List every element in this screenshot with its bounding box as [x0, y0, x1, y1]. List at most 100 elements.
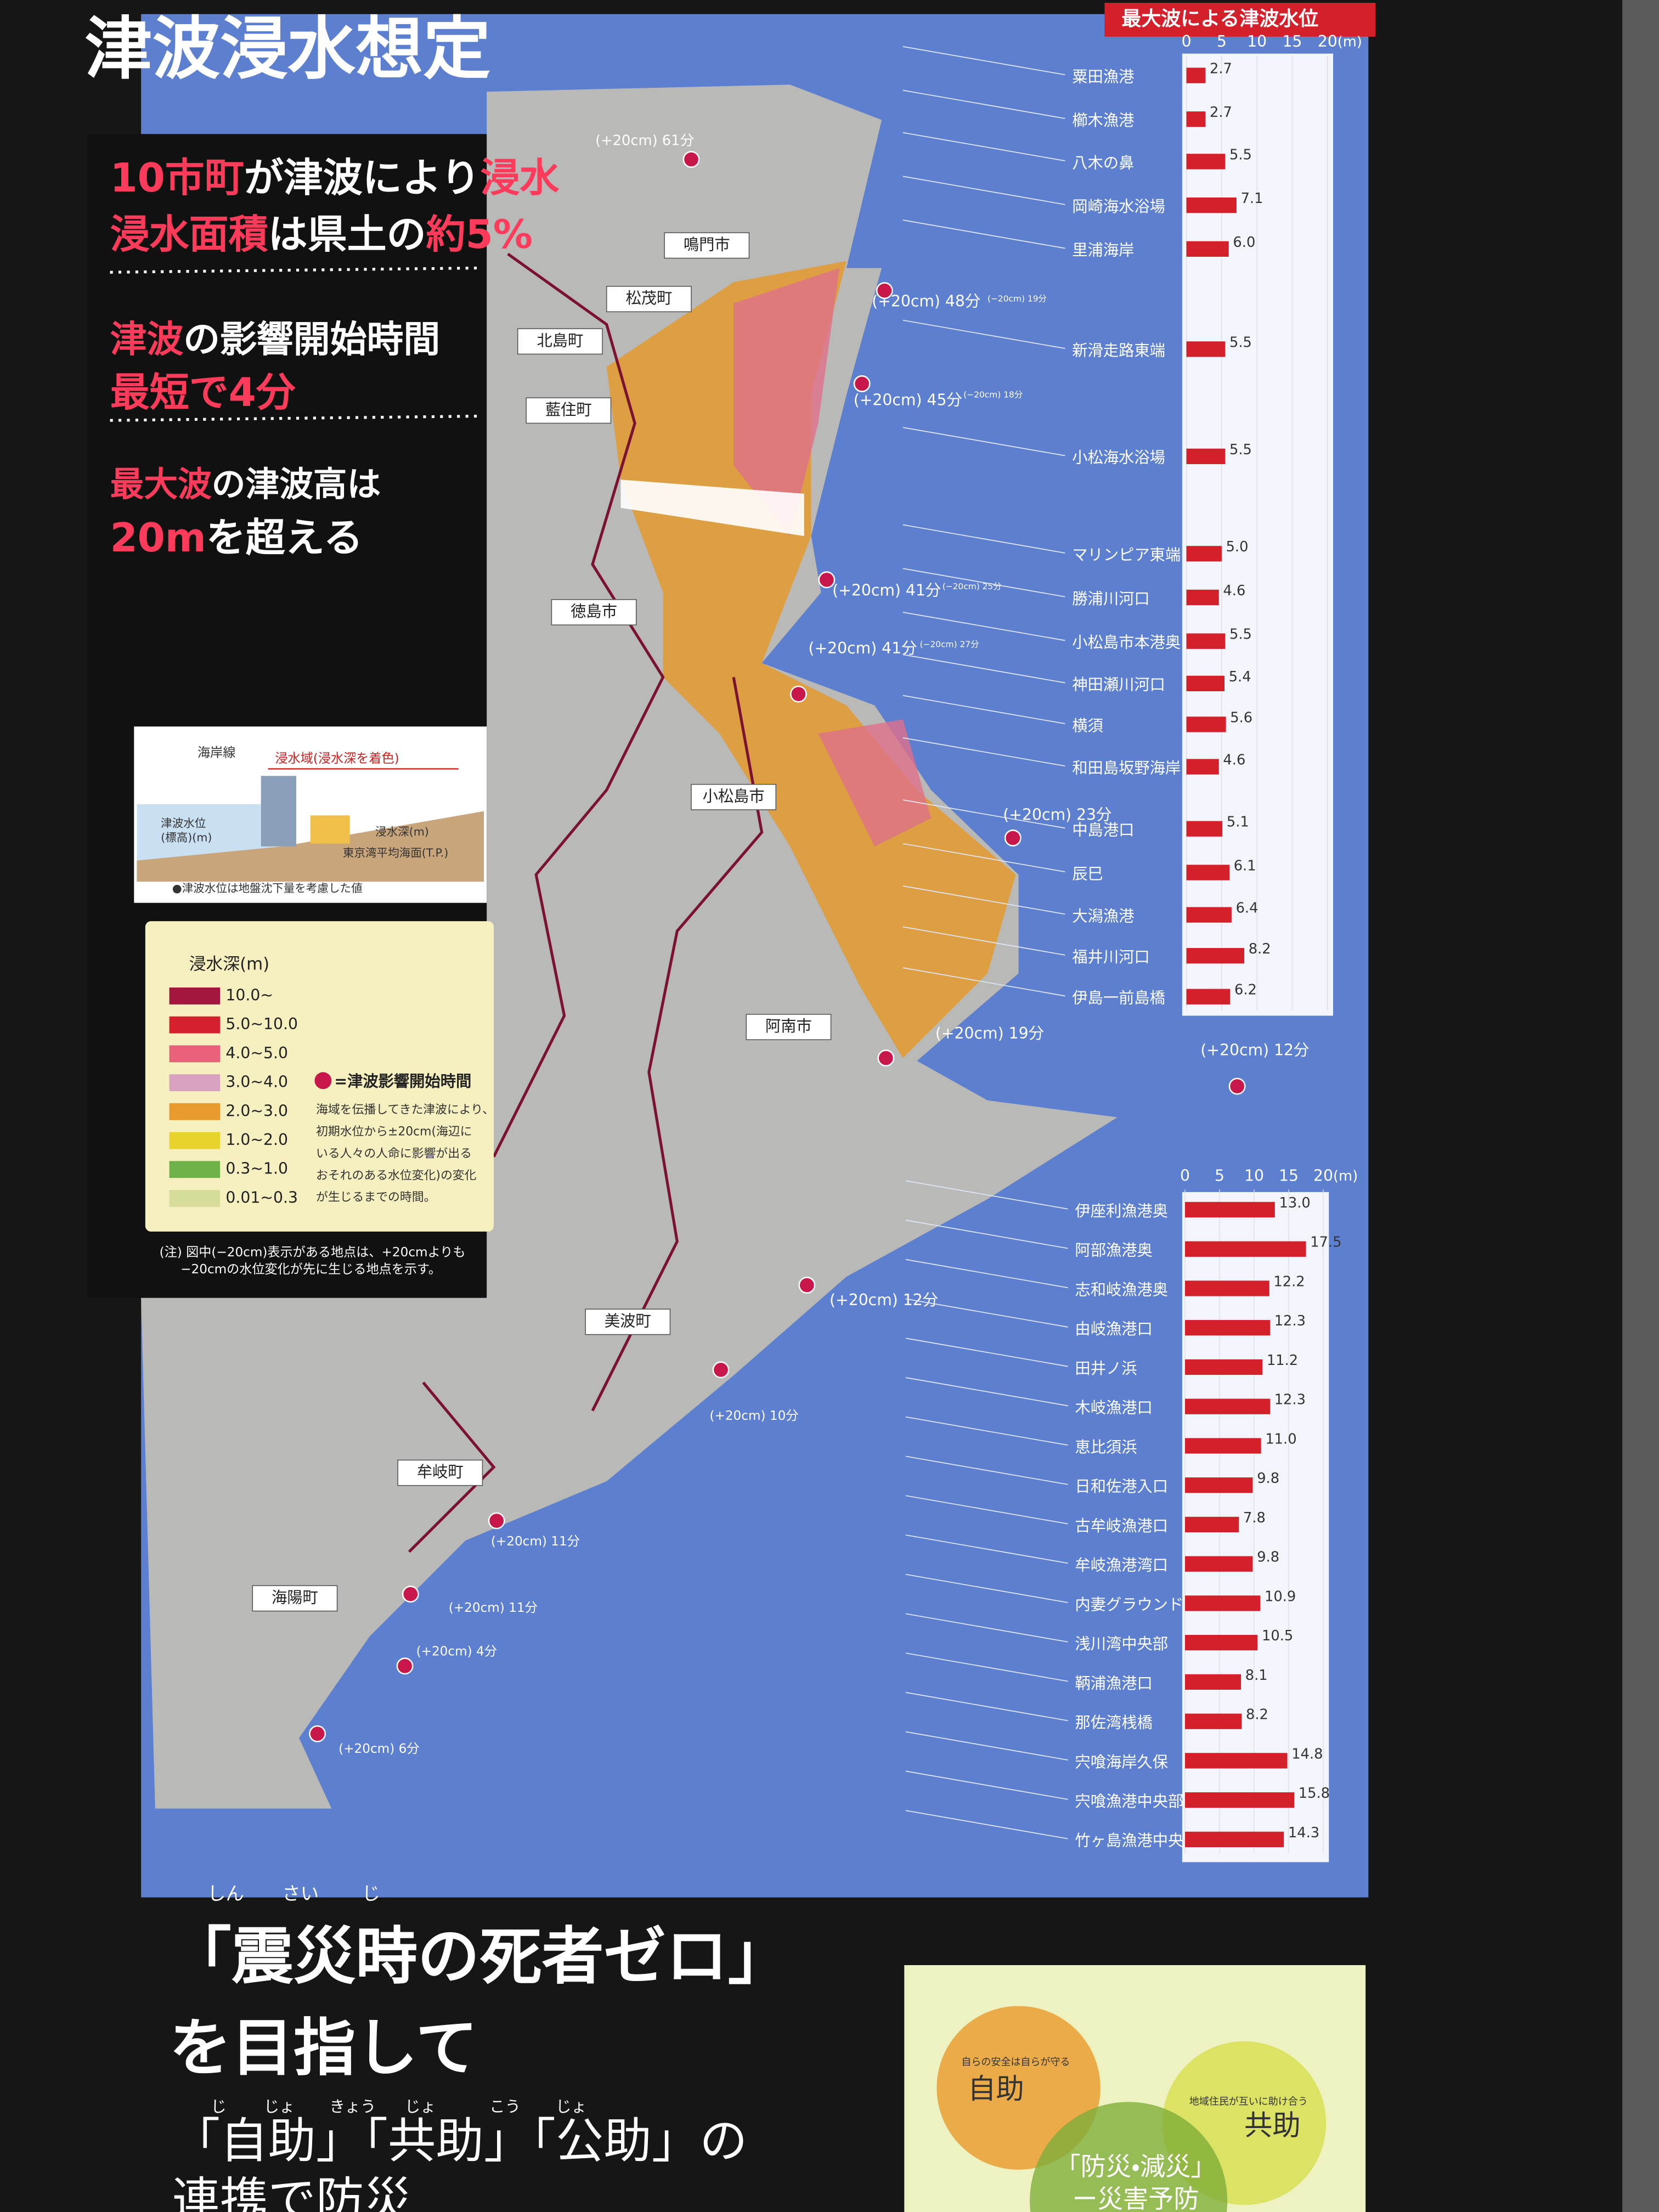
bar [1185, 1320, 1270, 1336]
leader-line [905, 1573, 1068, 1604]
category-label: 志和岐漁港奥 [1075, 1280, 1168, 1299]
leader-line [902, 219, 1065, 249]
value-label: 4.6 [1223, 752, 1245, 769]
legend-label: 3.0~4.0 [225, 1073, 288, 1091]
arrival-point [309, 1725, 326, 1742]
bar [1186, 111, 1206, 127]
category-label: 和田島坂野海岸 [1072, 759, 1181, 777]
highlight-text: 津波 [110, 318, 184, 360]
category-label: 宍喰海岸久保 [1075, 1753, 1168, 1771]
leader-line [905, 1731, 1068, 1761]
ruby: じ [362, 1883, 380, 1904]
value-label: 13.0 [1279, 1195, 1311, 1211]
highlight-line: 最短で4分 [110, 369, 296, 415]
value-label: 8.2 [1246, 1707, 1268, 1723]
leader-line [905, 1220, 1068, 1249]
arrival-time: (+20cm) 6分 [338, 1742, 419, 1756]
value-label: 8.1 [1245, 1667, 1268, 1684]
x-tick-label: 20 [1313, 1167, 1333, 1185]
slogan-sub: 「自助」「共助」「公助」の [172, 2113, 748, 2169]
note: −20cmの水位変化が先に生じる地点を示す。 [180, 1262, 441, 1277]
category-label: 大潟漁港 [1072, 907, 1134, 925]
arrival-time: (+20cm) 11分 [449, 1601, 538, 1615]
value-label: 5.1 [1227, 814, 1249, 831]
bar [1186, 948, 1244, 964]
bar [1185, 1595, 1261, 1611]
inundation-zone [818, 719, 932, 847]
ruby: しん [207, 1883, 244, 1904]
value-label: 6.1 [1234, 857, 1256, 874]
ruby: じょ [264, 2098, 295, 2116]
ruby: じょ [556, 2098, 587, 2116]
arrival-point [1228, 1077, 1246, 1095]
bar [1185, 1477, 1253, 1493]
chart-panel [1182, 53, 1333, 1016]
value-label: 12.3 [1274, 1313, 1306, 1329]
x-axis-label: (m) [1338, 34, 1362, 50]
bar [1185, 1438, 1261, 1454]
legend-description: おそれのある水位変化)の変化 [316, 1169, 477, 1182]
value-label: 14.3 [1288, 1825, 1319, 1841]
bar [1186, 759, 1219, 775]
leader-line [905, 1652, 1068, 1682]
category-label: 鞆浦漁港口 [1075, 1674, 1152, 1692]
x-tick-label: 5 [1215, 1167, 1224, 1185]
venn-label: 自助 [968, 2073, 1024, 2106]
ruby: さい [282, 1883, 319, 1904]
place-box [585, 1308, 671, 1335]
land [141, 84, 1118, 1809]
value-label: 14.8 [1291, 1746, 1323, 1762]
category-label: 櫛木漁港 [1072, 111, 1134, 129]
bar [1185, 1831, 1284, 1848]
diagram-label: 東京湾平均海面(T.P.) [343, 847, 448, 860]
highlight-line: 10市町が津波により浸水 [110, 155, 560, 201]
bar [1185, 1635, 1258, 1651]
bar [1186, 989, 1231, 1005]
venn-note: 自らの安全は自らが守る [961, 2056, 1070, 2068]
arrival-point [682, 151, 700, 168]
value-label: 15.8 [1299, 1785, 1330, 1802]
place-box [551, 599, 637, 625]
arrival-time: (−20cm) 25分 [943, 582, 1002, 591]
category-label: 内妻グラウンド [1075, 1595, 1183, 1613]
bar [1186, 865, 1229, 881]
value-label: 10.5 [1262, 1628, 1293, 1644]
river [620, 479, 804, 537]
value-label: 5.6 [1230, 709, 1252, 726]
arrival-point [818, 571, 836, 589]
category-label: 辰巳 [1072, 865, 1103, 883]
category-label: マリンピア東端 [1072, 546, 1181, 564]
diagram-label: 海岸線 [198, 746, 235, 760]
leader-line [905, 1455, 1068, 1485]
legend-label: 10.0~ [225, 986, 273, 1004]
arrival-point [876, 282, 893, 300]
legend-label: 0.3~1.0 [225, 1160, 288, 1178]
legend-description: いる人々の人命に影響が出る [316, 1147, 472, 1160]
arrival-point [790, 685, 807, 703]
place-box [664, 232, 750, 259]
category-label: 竹ヶ島漁港中央 [1075, 1832, 1183, 1850]
inundation-zone [733, 268, 839, 537]
arrival-point [488, 1512, 505, 1530]
arrival-time: (+20cm) 4分 [416, 1645, 497, 1659]
place-box [397, 1459, 483, 1486]
bar [1186, 633, 1226, 649]
value-label: 6.0 [1233, 234, 1255, 251]
leader-line [902, 967, 1065, 997]
bar [1186, 716, 1226, 732]
bar [1185, 1280, 1269, 1296]
divider [110, 267, 477, 274]
ground [137, 811, 484, 882]
highlight-text: を超える [206, 514, 363, 560]
bar [1185, 1516, 1239, 1533]
leader-line [905, 1259, 1068, 1289]
legend-swatch [169, 1103, 221, 1120]
leader-line [902, 319, 1065, 349]
highlight-text: 20m [110, 514, 206, 560]
legend-label: 4.0~5.0 [225, 1044, 288, 1062]
leader-line [905, 1770, 1068, 1800]
category-label: 恵比須浜 [1075, 1438, 1137, 1456]
place-box [517, 328, 603, 355]
category-label: 浅川湾中央部 [1075, 1635, 1168, 1653]
